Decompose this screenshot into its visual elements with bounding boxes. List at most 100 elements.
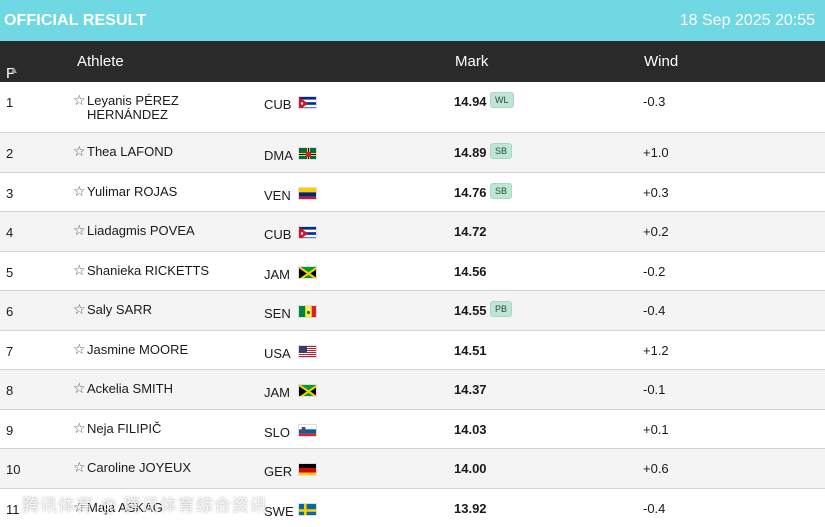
table-row[interactable]: 6 ☆ Saly SARR SEN 14.55 PB -0.4 <box>0 291 825 331</box>
country-code: CUB <box>264 227 292 242</box>
table-row[interactable]: 9 ☆ Neja FILIPIČ SLO 14.03 +0.1 <box>0 410 825 449</box>
athlete-name[interactable]: Jasmine MOORE <box>87 341 189 357</box>
table-row[interactable]: 4 ☆ Liadagmis POVEA CUB 14.72 +0.2 <box>0 212 825 252</box>
table-row[interactable]: 2 ☆ Thea LAFOND DMA 14.89 SB +1.0 <box>0 133 825 173</box>
wind-value: -0.4 <box>643 500 666 516</box>
wind-value: +1.2 <box>643 342 669 358</box>
flag-icon <box>298 463 317 476</box>
athlete-name[interactable]: Caroline JOYEUX <box>87 460 192 475</box>
star-icon[interactable]: ☆ <box>73 301 86 317</box>
table-header: P ▲ Athlete Mark Wind <box>0 41 825 82</box>
wind-value: +1.0 <box>643 145 669 160</box>
athlete-name[interactable]: Shanieka RICKETTS <box>87 262 210 278</box>
athlete-name[interactable]: Saly SARR <box>87 302 153 317</box>
column-header-athlete[interactable]: Athlete <box>77 53 124 70</box>
record-badge: PB <box>490 301 513 317</box>
mark-value: 13.92 <box>454 500 487 516</box>
country-code: SWE <box>264 503 294 519</box>
wind-value: -0.2 <box>643 263 666 279</box>
country-code: SLO <box>264 424 291 440</box>
position: 8 <box>6 383 14 398</box>
flag-icon <box>298 96 317 109</box>
wind-value: +0.3 <box>643 184 669 200</box>
wind-value: +0.6 <box>643 461 669 476</box>
table-row[interactable]: 8 ☆ Ackelia SMITH JAM 14.37 -0.1 <box>0 370 825 410</box>
country-code: CUB <box>264 97 292 112</box>
athlete-name[interactable]: Thea LAFOND <box>87 144 173 159</box>
wind-value: -0.3 <box>643 94 666 109</box>
flag-icon <box>298 186 317 200</box>
flag-icon <box>298 384 317 397</box>
table-row[interactable]: 7 ☆ Jasmine MOORE USA 14.51 +1.2 <box>0 331 825 370</box>
star-icon[interactable]: ☆ <box>73 182 86 199</box>
star-icon[interactable]: ☆ <box>73 498 86 515</box>
mark-value: 14.00 <box>454 461 487 476</box>
star-icon[interactable]: ☆ <box>73 380 86 396</box>
table-row[interactable]: 1 ☆ Leyanis PÉREZ HERNÁNDEZ CUB 14.94 WL -0.3 <box>0 82 825 133</box>
position: 1 <box>6 95 14 110</box>
mark-value: 14.37 <box>454 382 487 397</box>
result-datetime: 18 Sep 2025 20:55 <box>679 11 815 29</box>
results-header-bar: OFFICIAL RESULT 18 Sep 2025 20:55 <box>0 0 825 41</box>
position: 9 <box>6 422 14 438</box>
star-icon[interactable]: ☆ <box>73 340 86 357</box>
flag-icon <box>298 344 317 358</box>
column-header-mark[interactable]: Mark <box>455 53 489 70</box>
mark-value: 14.76 <box>454 184 487 200</box>
mark-value: 14.51 <box>454 342 487 358</box>
country-code: JAM <box>264 385 290 400</box>
table-row[interactable]: 5 ☆ Shanieka RICKETTS JAM 14.56 -0.2 <box>0 252 825 291</box>
results-table: 1 ☆ Leyanis PÉREZ HERNÁNDEZ CUB 14.94 WL -0.3 2… <box>0 82 825 527</box>
mark-value: 14.03 <box>454 421 487 437</box>
position: 4 <box>6 225 14 240</box>
athlete-name[interactable]: Yulimar ROJAS <box>87 183 178 199</box>
star-icon[interactable]: ☆ <box>73 222 86 238</box>
mark-value: 14.56 <box>454 263 487 279</box>
wind-value: +0.1 <box>643 421 669 437</box>
athlete-name[interactable]: Leyanis PÉREZ HERNÁNDEZ <box>87 93 179 122</box>
mark-value: 14.55 <box>454 303 487 318</box>
star-icon[interactable]: ☆ <box>73 92 86 108</box>
country-code: GER <box>264 464 293 479</box>
column-header-wind[interactable]: Wind <box>644 53 679 70</box>
mark-value: 14.94 <box>454 94 487 109</box>
star-icon[interactable]: ☆ <box>73 459 86 475</box>
record-badge: WL <box>490 92 514 108</box>
position: 2 <box>6 146 14 161</box>
record-badge: SB <box>490 143 513 159</box>
country-code: USA <box>264 345 291 361</box>
athlete-name[interactable]: Maja ASKAG <box>87 499 163 515</box>
star-icon[interactable]: ☆ <box>73 261 86 278</box>
country-code: SEN <box>264 306 291 321</box>
wind-value: +0.2 <box>643 224 669 239</box>
table-row[interactable]: 10 ☆ Caroline JOYEUX GER 14.00 +0.6 <box>0 449 825 489</box>
mark-value: 14.72 <box>454 224 487 239</box>
star-icon[interactable]: ☆ <box>73 143 86 159</box>
page-title: OFFICIAL RESULT <box>4 11 147 29</box>
flag-icon <box>298 226 317 239</box>
country-code: DMA <box>264 148 293 163</box>
flag-icon <box>298 147 317 160</box>
table-row[interactable]: 11 ☆ Maja ASKAG SWE 13.92 -0.4 <box>0 489 825 527</box>
flag-icon <box>298 305 317 318</box>
position: 11 <box>6 501 20 517</box>
position: 3 <box>6 185 14 201</box>
record-badge: SB <box>490 182 513 199</box>
athlete-name[interactable]: Neja FILIPIČ <box>87 420 162 436</box>
mark-value: 14.89 <box>454 145 487 160</box>
wind-value: -0.1 <box>643 382 666 397</box>
country-code: JAM <box>264 266 290 282</box>
position: 10 <box>6 462 21 477</box>
triangle-up-icon: ▲ <box>9 65 19 76</box>
athlete-name[interactable]: Ackelia SMITH <box>87 381 173 396</box>
wind-value: -0.4 <box>643 303 666 318</box>
flag-icon <box>298 423 317 437</box>
star-icon[interactable]: ☆ <box>73 419 86 436</box>
position: 7 <box>6 343 14 359</box>
position: 6 <box>6 304 14 319</box>
table-row[interactable]: 3 ☆ Yulimar ROJAS VEN 14.76 SB +0.3 <box>0 173 825 212</box>
athlete-name[interactable]: Liadagmis POVEA <box>87 223 195 238</box>
country-code: VEN <box>264 187 291 203</box>
flag-icon <box>298 502 317 516</box>
position: 5 <box>6 264 14 280</box>
